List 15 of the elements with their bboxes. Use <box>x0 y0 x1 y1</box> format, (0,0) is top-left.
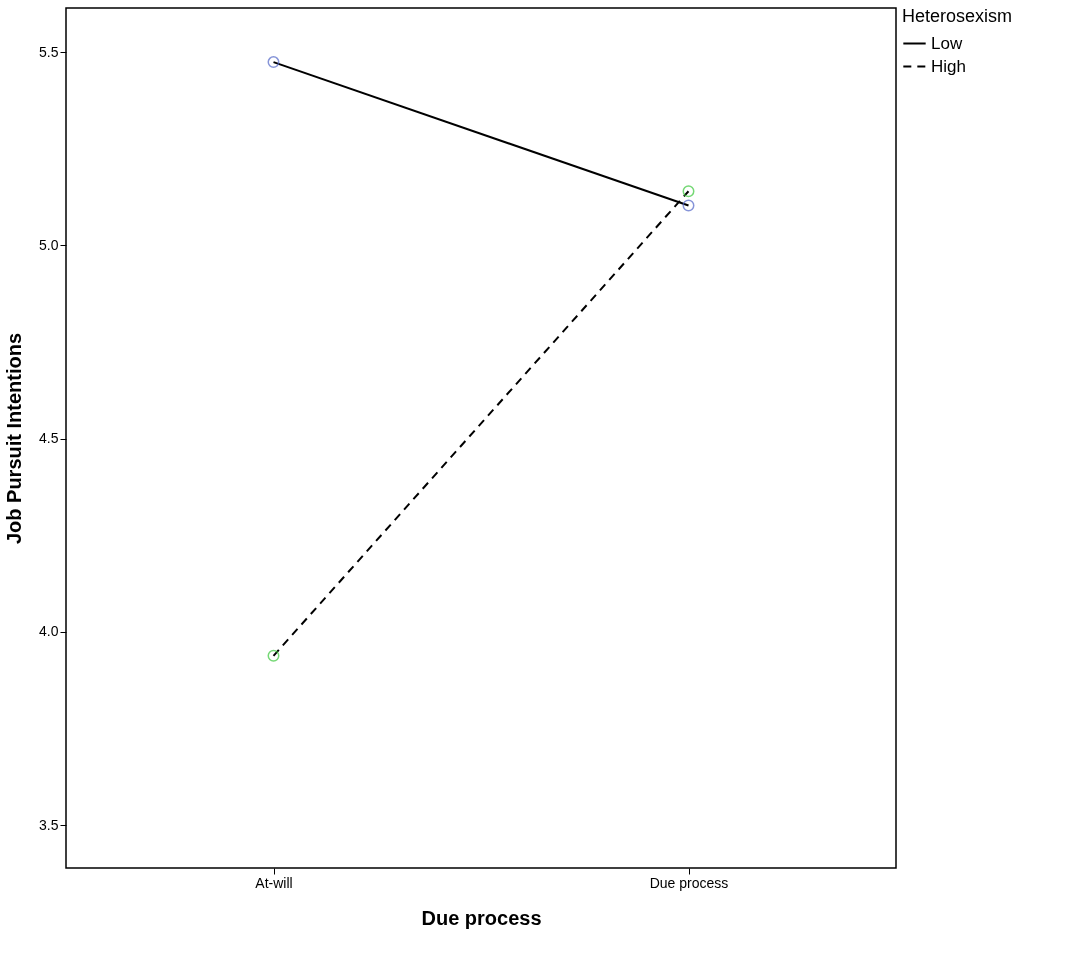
y-tick-label: 3.5 <box>39 816 59 833</box>
legend-label: Low <box>931 33 963 53</box>
point <box>682 199 695 212</box>
legend-title: Heterosexism <box>902 6 1013 26</box>
y-tick-label: 4.0 <box>39 623 59 640</box>
y-tick-label: 4.5 <box>39 430 59 447</box>
legend-label: High <box>931 56 966 76</box>
point <box>267 649 280 662</box>
point <box>682 185 695 198</box>
y-axis-title: Job Pursuit Intentions <box>3 332 26 545</box>
y-tick-label: 5.5 <box>39 43 59 60</box>
y-tick-label: 5.0 <box>39 236 59 253</box>
x-axis-title: Due process <box>421 906 542 929</box>
x-tick-label: At-will <box>255 874 293 891</box>
point <box>267 56 280 69</box>
